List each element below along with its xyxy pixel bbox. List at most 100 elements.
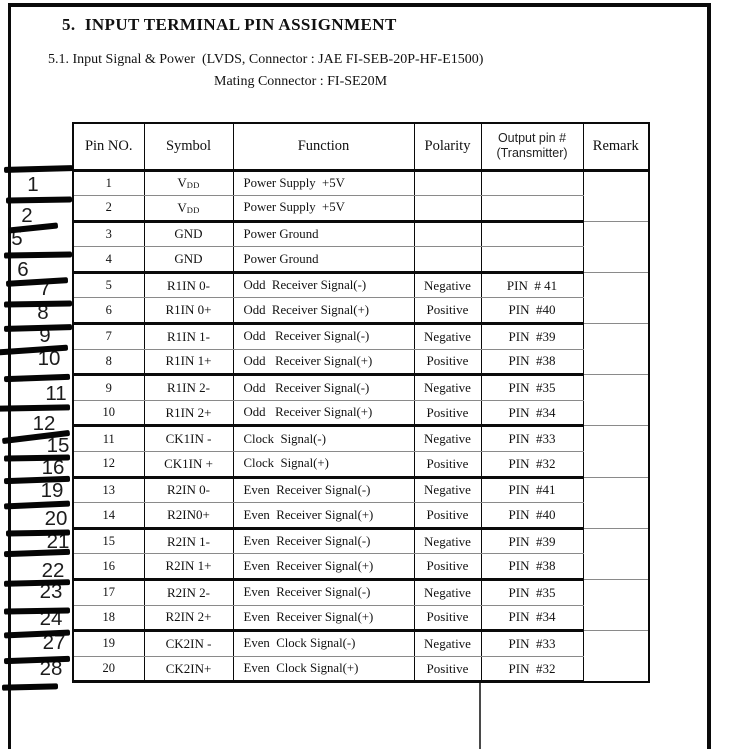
- table-row: 19 CK2IN - Even Clock Signal(-) Negative PIN…: [72, 630, 649, 683]
- polarity-cell: Positive: [413, 349, 481, 377]
- strikethrough-line: [5, 529, 71, 537]
- strikethrough-line: [3, 500, 71, 509]
- remark-cell: [582, 323, 649, 376]
- polarity-cell: Positive: [413, 297, 481, 326]
- table-row: 11 CK1IN - Clock Signal(-) Negative PIN #33: [72, 425, 649, 478]
- function-cell: Even Receiver Signal(+): [232, 605, 414, 633]
- function-cell: Even Clock Signal(-): [232, 630, 414, 657]
- function-cell: Odd Receiver Signal(-): [232, 272, 414, 299]
- annotation-number: 7: [39, 277, 51, 301]
- polarity-cell: Negative: [413, 630, 481, 657]
- symbol-cell: R2IN 0-: [143, 477, 233, 504]
- symbol-cell: R1IN 2+: [143, 400, 233, 428]
- symbol-cell: CK2IN -: [143, 630, 233, 657]
- function-cell: Power Supply +5V: [232, 195, 414, 223]
- function-cell: Clock Signal(+): [232, 451, 414, 479]
- output-pin-cell: PIN #32: [480, 656, 583, 684]
- polarity-cell: Positive: [413, 400, 481, 428]
- table-row: 3 GND Power Ground: [72, 221, 649, 273]
- polarity-cell: [413, 195, 481, 223]
- subtitle-line-1: 5.1. Input Signal & Power (LVDS, Connect…: [48, 52, 484, 67]
- page-border-right: [707, 3, 711, 749]
- output-pin-cell: PIN # 41: [480, 272, 583, 299]
- output-pin-cell: PIN #39: [480, 528, 583, 555]
- polarity-cell: Positive: [413, 553, 481, 581]
- output-pin-cell: PIN #34: [480, 605, 583, 633]
- polarity-cell: [413, 221, 481, 248]
- polarity-cell: Negative: [413, 374, 481, 401]
- strikethrough-line: [5, 196, 73, 204]
- polarity-cell: [413, 246, 481, 274]
- symbol-cell: R2IN 2+: [143, 605, 233, 633]
- function-cell: Even Receiver Signal(-): [232, 579, 414, 606]
- symbol-cell: GND: [143, 246, 233, 274]
- polarity-cell: Negative: [413, 579, 481, 606]
- remark-cell: [582, 374, 649, 427]
- polarity-cell: [413, 170, 481, 197]
- pin-no-cell: 12: [72, 451, 144, 479]
- table-row: 2 VDD Power Supply +5V: [72, 195, 649, 223]
- column-header-output-pin: Output pin # (Transmitter): [480, 123, 583, 172]
- strikethrough-line: [3, 475, 71, 484]
- output-pin-cell: PIN #39: [480, 323, 583, 350]
- strikethrough-line: [3, 324, 73, 332]
- output-pin-header-line1: Output pin #: [497, 130, 567, 145]
- pin-no-cell: 6: [72, 297, 144, 326]
- function-cell: Even Receiver Signal(-): [232, 477, 414, 504]
- page-title: 5. INPUT TERMINAL PIN ASSIGNMENT: [62, 15, 397, 34]
- polarity-cell: Positive: [413, 451, 481, 479]
- output-pin-cell: PIN #40: [480, 297, 583, 326]
- symbol-cell: R1IN 1+: [143, 349, 233, 377]
- strikethrough-line: [5, 277, 69, 287]
- pin-no-cell: 13: [72, 477, 144, 504]
- strikethrough-line: [7, 222, 59, 234]
- pin-no-cell: 20: [72, 656, 144, 684]
- output-pin-cell: PIN #32: [480, 451, 583, 479]
- pin-no-cell: 17: [72, 579, 144, 606]
- table-row: 6 R1IN 0+ Odd Receiver Signal(+) Positive PI…: [72, 297, 649, 326]
- table-row: 5 R1IN 0- Odd Receiver Signal(-) Negative PI…: [72, 272, 649, 325]
- symbol-cell: CK1IN -: [143, 425, 233, 453]
- polarity-cell: Positive: [413, 502, 481, 530]
- column-header-polarity: Polarity: [413, 123, 481, 172]
- scan-fold-line: [479, 683, 481, 749]
- remark-cell: [582, 272, 649, 325]
- table-row: 15 R2IN 1- Even Receiver Signal(-) Negative…: [72, 528, 649, 581]
- output-pin-cell: PIN #34: [480, 400, 583, 428]
- strikethrough-line: [1, 429, 71, 444]
- function-cell: Odd Receiver Signal(+): [232, 400, 414, 428]
- output-pin-cell: PIN #33: [480, 630, 583, 657]
- pin-no-cell: 2: [72, 195, 144, 223]
- symbol-cell: VDD: [143, 170, 233, 197]
- symbol-cell: CK2IN+: [143, 656, 233, 684]
- remark-cell: [582, 221, 649, 273]
- strikethrough-line: [3, 454, 71, 462]
- remark-cell: [582, 579, 649, 632]
- table-row: 12 CK1IN + Clock Signal(+) Positive PIN #32: [72, 451, 649, 479]
- table-row: 4 GND Power Ground: [72, 246, 649, 274]
- output-pin-cell: [480, 221, 583, 248]
- pin-no-cell: 5: [72, 272, 144, 299]
- polarity-cell: Positive: [413, 656, 481, 684]
- function-cell: Even Receiver Signal(+): [232, 553, 414, 581]
- symbol-subscript: DD: [186, 204, 200, 215]
- table-row: 17 R2IN 2- Even Receiver Signal(-) Negative…: [72, 579, 649, 632]
- strikethrough-line: [3, 300, 73, 308]
- symbol-cell: R1IN 2-: [143, 374, 233, 401]
- polarity-cell: Negative: [413, 477, 481, 504]
- output-pin-cell: [480, 246, 583, 274]
- table-row: 14 R2IN0+ Even Receiver Signal(+) Positive P…: [72, 502, 649, 530]
- symbol-cell: CK1IN +: [143, 451, 233, 479]
- pin-no-cell: 15: [72, 528, 144, 555]
- symbol-cell: R2IN0+: [143, 502, 233, 530]
- strikethrough-line: [3, 165, 74, 173]
- remark-cell: [582, 528, 649, 581]
- table-row: 20 CK2IN+ Even Clock Signal(+) Positive PIN …: [72, 656, 649, 684]
- table-row: 13 R2IN 0- Even Receiver Signal(-) Negative…: [72, 477, 649, 529]
- symbol-cell: GND: [143, 221, 233, 248]
- output-pin-cell: PIN #33: [480, 425, 583, 453]
- output-pin-cell: [480, 170, 583, 197]
- symbol-cell: R1IN 0+: [143, 297, 233, 326]
- pin-no-cell: 19: [72, 630, 144, 657]
